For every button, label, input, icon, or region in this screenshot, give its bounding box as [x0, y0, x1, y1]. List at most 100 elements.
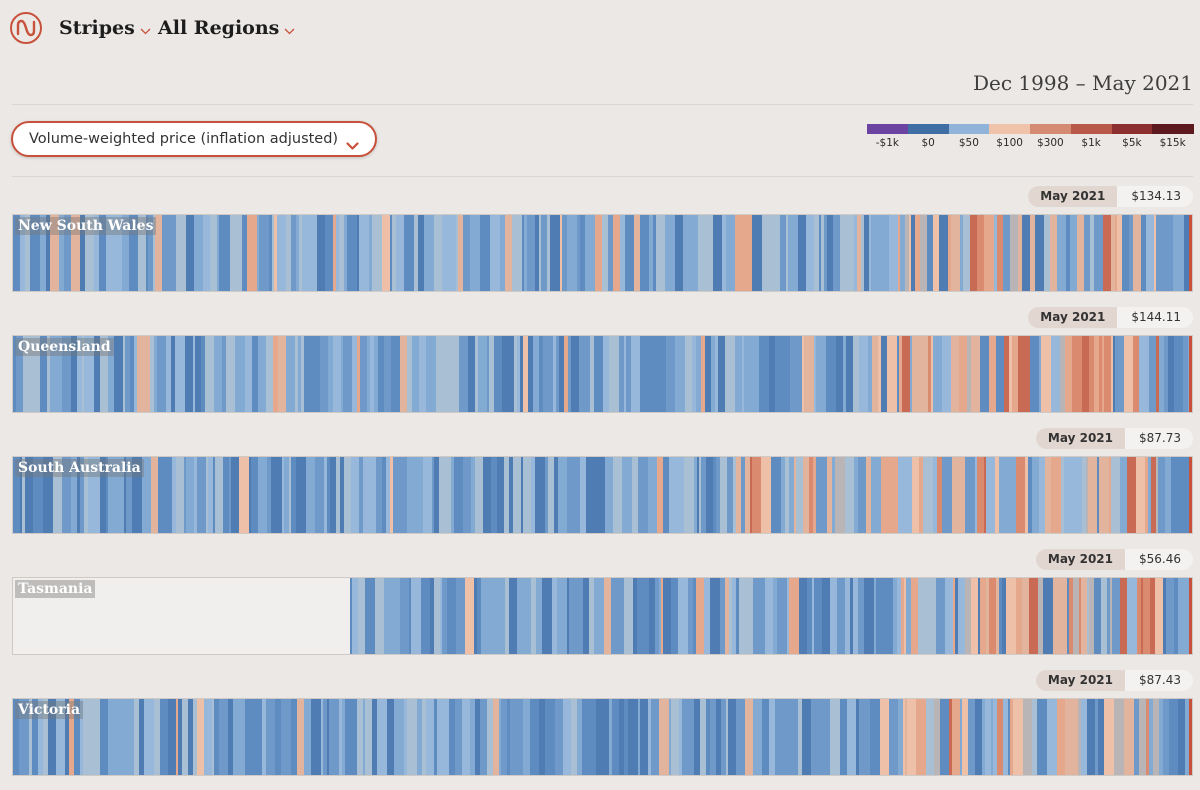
month-stripe	[939, 215, 949, 291]
stripes-menu-button[interactable]: Stripes	[59, 17, 151, 40]
month-stripe	[840, 215, 849, 291]
month-stripe	[762, 215, 772, 291]
month-stripe	[1115, 336, 1125, 412]
month-stripe	[493, 699, 500, 775]
month-stripe	[657, 457, 664, 533]
month-stripe	[1133, 215, 1142, 291]
month-stripe	[82, 336, 85, 412]
month-stripe	[344, 457, 352, 533]
month-stripe	[137, 336, 144, 412]
month-stripe	[115, 215, 123, 291]
price-stripes[interactable]: New South Wales	[12, 214, 1193, 292]
month-stripe	[29, 699, 33, 775]
month-stripe	[267, 457, 272, 533]
month-stripe	[619, 336, 625, 412]
month-stripe	[850, 578, 854, 654]
month-stripe	[898, 457, 903, 533]
month-stripe	[16, 336, 24, 412]
month-stripe	[1174, 578, 1179, 654]
price-stripes[interactable]: Queensland	[12, 335, 1193, 413]
month-stripe	[962, 699, 969, 775]
legend-label: $50	[958, 137, 979, 149]
month-stripe	[278, 336, 287, 412]
month-stripe	[942, 457, 953, 533]
price-stripes[interactable]: Tasmania	[12, 577, 1193, 655]
legend-swatch	[867, 124, 909, 134]
legend-label: -$1k	[875, 137, 899, 149]
price-stripes[interactable]: South Australia	[12, 456, 1193, 534]
month-stripe	[733, 457, 737, 533]
regions-menu-button[interactable]: All Regions	[158, 17, 295, 40]
month-stripe	[481, 578, 490, 654]
month-stripe	[960, 699, 963, 775]
month-stripe	[1165, 457, 1172, 533]
month-stripe	[1166, 578, 1175, 654]
region-row: May 2021 $134.13 New South Wales	[12, 186, 1193, 306]
month-stripe	[903, 699, 906, 775]
price-stripes[interactable]: Victoria	[12, 698, 1193, 776]
month-stripe	[1095, 699, 1099, 775]
month-stripe	[845, 578, 851, 654]
month-stripe	[434, 578, 441, 654]
month-stripe	[622, 457, 633, 533]
month-stripe	[1002, 578, 1007, 654]
month-stripe	[84, 457, 89, 533]
month-stripe	[1050, 215, 1058, 291]
latest-value-badge: May 2021 $144.11	[1028, 307, 1193, 328]
month-stripe	[1143, 578, 1151, 654]
month-stripe	[814, 336, 817, 412]
month-stripe	[1004, 336, 1010, 412]
metric-select[interactable]: Volume-weighted price (inflation adjuste…	[11, 121, 377, 157]
month-stripe	[624, 336, 627, 412]
month-stripe	[414, 457, 424, 533]
month-stripe	[59, 215, 65, 291]
month-stripe	[911, 578, 919, 654]
month-stripe	[514, 336, 518, 412]
month-stripe	[430, 578, 435, 654]
month-stripe	[47, 336, 51, 412]
month-stripe	[384, 578, 392, 654]
month-stripe	[1010, 699, 1014, 775]
month-stripe	[830, 457, 833, 533]
month-stripe	[100, 457, 107, 533]
month-stripe	[69, 336, 72, 412]
month-stripe	[905, 215, 910, 291]
month-stripe	[106, 215, 116, 291]
month-stripe	[500, 215, 506, 291]
month-stripe	[125, 699, 135, 775]
month-stripe	[231, 457, 240, 533]
month-stripe	[166, 215, 175, 291]
month-stripe	[575, 457, 581, 533]
month-stripe	[1087, 578, 1090, 654]
month-stripe	[1094, 578, 1102, 654]
month-stripe	[367, 336, 371, 412]
month-stripe	[162, 215, 167, 291]
month-stripe	[372, 699, 378, 775]
month-stripe	[40, 336, 48, 412]
month-stripe	[421, 578, 431, 654]
month-stripe	[771, 215, 781, 291]
month-stripe	[845, 457, 855, 533]
month-stripe	[951, 336, 960, 412]
month-stripe	[436, 336, 446, 412]
month-stripe	[454, 336, 460, 412]
month-stripe	[911, 215, 916, 291]
month-stripe	[539, 699, 546, 775]
chevron-down-icon	[140, 18, 151, 40]
month-stripe	[1026, 336, 1031, 412]
month-stripe	[31, 336, 41, 412]
month-stripe	[1072, 457, 1083, 533]
month-stripe	[967, 336, 972, 412]
month-stripe	[1057, 215, 1067, 291]
month-stripe	[154, 336, 158, 412]
month-stripe	[827, 215, 834, 291]
month-stripe	[219, 699, 229, 775]
month-stripe	[108, 699, 116, 775]
month-stripe	[490, 215, 501, 291]
app-logo-icon[interactable]	[10, 12, 42, 44]
month-stripe	[100, 336, 104, 412]
month-stripe	[475, 699, 481, 775]
month-stripe	[467, 699, 471, 775]
month-stripe	[336, 457, 341, 533]
month-stripe	[1104, 699, 1115, 775]
